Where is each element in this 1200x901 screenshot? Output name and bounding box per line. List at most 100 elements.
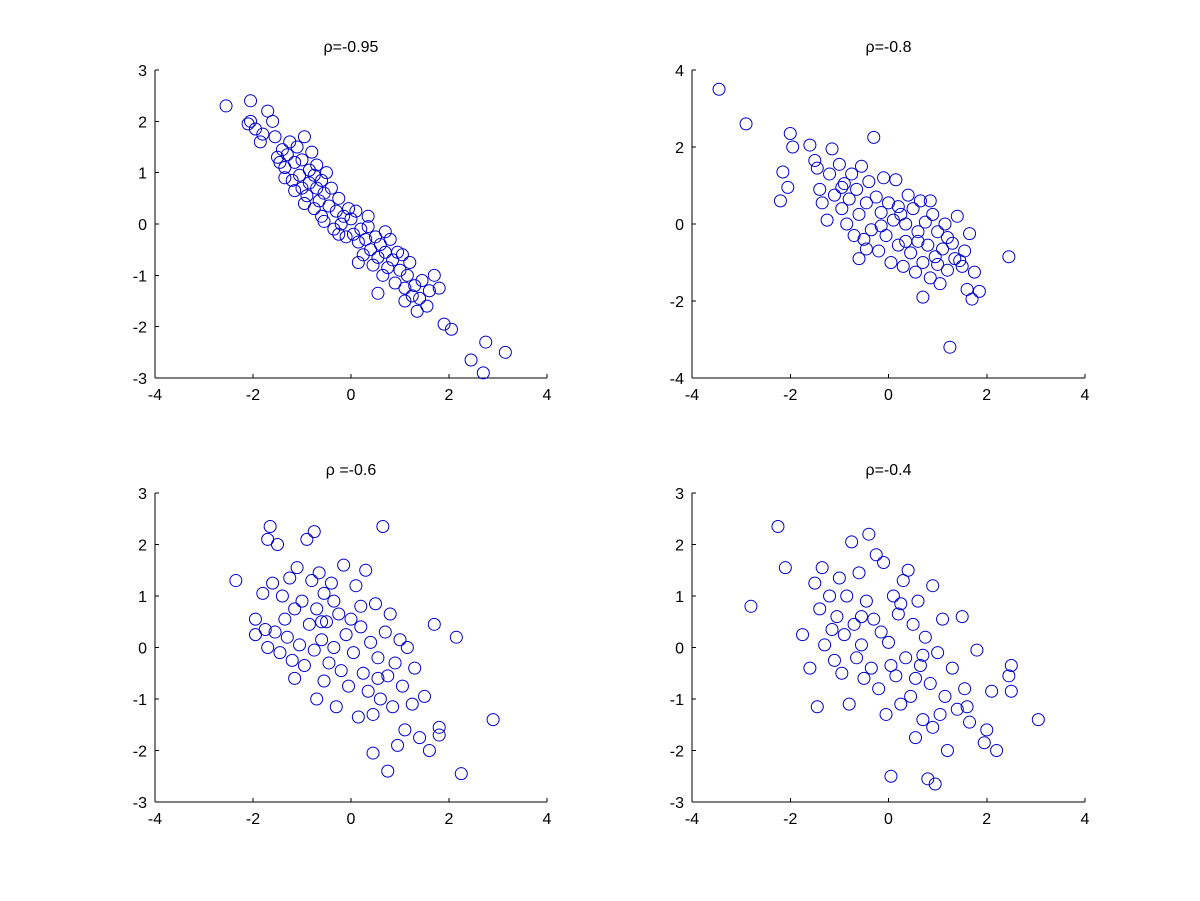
scatter-point xyxy=(869,548,883,562)
scatter-point xyxy=(827,653,841,667)
scatter-point xyxy=(712,82,726,96)
x-tick-label: 2 xyxy=(445,387,454,404)
scatter-point xyxy=(926,207,940,221)
scatter-point xyxy=(422,284,436,298)
scatter-series xyxy=(744,519,1045,791)
scatter-point xyxy=(773,194,787,208)
scatter-point xyxy=(884,659,898,673)
scatter-point xyxy=(364,635,378,649)
scatter-point xyxy=(862,527,876,541)
scatter-point xyxy=(854,159,868,173)
scatter-point xyxy=(950,702,964,716)
scatter-point xyxy=(415,273,429,287)
scatter-point xyxy=(904,689,918,703)
scatter-point xyxy=(393,633,407,647)
scatter-point xyxy=(940,744,954,757)
scatter-point xyxy=(405,697,419,711)
y-tick-label: 2 xyxy=(138,114,147,131)
scatter-point xyxy=(256,586,270,600)
scatter-point xyxy=(342,679,356,693)
scatter-point xyxy=(889,669,903,683)
scatter-point xyxy=(832,157,846,171)
scatter-point xyxy=(332,607,346,621)
scatter-point xyxy=(256,127,270,141)
scatter-point xyxy=(911,594,925,608)
scatter-point xyxy=(346,227,360,241)
scatter-point xyxy=(498,345,512,359)
scatter-point xyxy=(882,196,895,210)
y-tick-label: -3 xyxy=(133,795,147,812)
scatter-point xyxy=(904,246,918,260)
scatter-point xyxy=(901,188,915,202)
scatter-point xyxy=(369,597,382,611)
scatter-point xyxy=(867,612,881,626)
scatter-point xyxy=(882,635,895,649)
scatter-point xyxy=(285,653,299,667)
y-tick-label: 0 xyxy=(675,641,684,658)
y-tick-label: 4 xyxy=(675,63,684,80)
x-tick-label: -4 xyxy=(685,811,699,828)
y-tick-label: -2 xyxy=(133,744,147,761)
scatter-point xyxy=(273,646,287,660)
scatter-point xyxy=(337,558,351,572)
scatter-point xyxy=(248,612,262,626)
scatter-point xyxy=(933,277,947,291)
scatter-point xyxy=(936,242,950,256)
scatter-point xyxy=(940,263,954,277)
scatter-point xyxy=(293,638,307,652)
scatter-point xyxy=(297,196,311,210)
scatter-point xyxy=(786,140,800,154)
x-tick-label: 2 xyxy=(982,811,991,828)
scatter-point xyxy=(796,628,810,642)
scatter-point xyxy=(244,94,258,108)
scatter-point xyxy=(229,574,243,588)
scatter-point xyxy=(1002,250,1016,264)
scatter-point xyxy=(413,291,427,305)
scatter-point xyxy=(859,594,873,608)
scatter-point xyxy=(297,130,311,144)
x-tick-label: 0 xyxy=(347,811,356,828)
scatter-point xyxy=(960,700,974,714)
scatter-point xyxy=(847,229,861,243)
scatter-point xyxy=(854,610,868,624)
scatter-point xyxy=(783,127,797,141)
scatter-point xyxy=(977,736,991,750)
scatter-point xyxy=(909,731,923,745)
y-tick-label: -2 xyxy=(670,744,684,761)
scatter-point xyxy=(376,268,390,282)
scatter-point xyxy=(381,764,395,778)
scatter-point xyxy=(376,519,390,533)
scatter-point xyxy=(923,677,937,691)
scatter-point xyxy=(869,190,883,204)
scatter-point xyxy=(320,615,333,629)
scatter-point xyxy=(830,610,844,624)
x-tick-label: -2 xyxy=(783,387,797,404)
scatter-point xyxy=(398,294,412,308)
scatter-point xyxy=(859,196,873,210)
scatter-point xyxy=(931,225,945,239)
scatter-point xyxy=(852,252,866,266)
x-tick-label: 0 xyxy=(884,811,893,828)
scatter-point xyxy=(815,196,829,210)
scatter-point xyxy=(398,281,412,295)
scatter-point xyxy=(354,599,368,613)
scatter-point xyxy=(339,628,353,642)
scatter-point xyxy=(253,135,267,149)
scatter-point xyxy=(383,232,397,246)
scatter-point xyxy=(310,181,324,195)
scatter-point xyxy=(943,340,957,354)
scatter-point xyxy=(381,261,395,275)
scatter-point xyxy=(931,646,945,660)
scatter-point xyxy=(420,299,434,313)
scatter-point xyxy=(874,625,888,639)
scatter-point xyxy=(938,689,952,703)
scatter-point xyxy=(288,671,302,685)
scatter-point xyxy=(909,671,923,685)
scatter-point xyxy=(847,617,861,631)
scatter-point xyxy=(963,715,977,729)
scatter-point xyxy=(244,114,258,128)
scatter-point xyxy=(268,625,282,639)
scatter-point xyxy=(320,166,333,180)
scatter-point xyxy=(344,612,358,626)
scatter-point xyxy=(400,641,414,654)
